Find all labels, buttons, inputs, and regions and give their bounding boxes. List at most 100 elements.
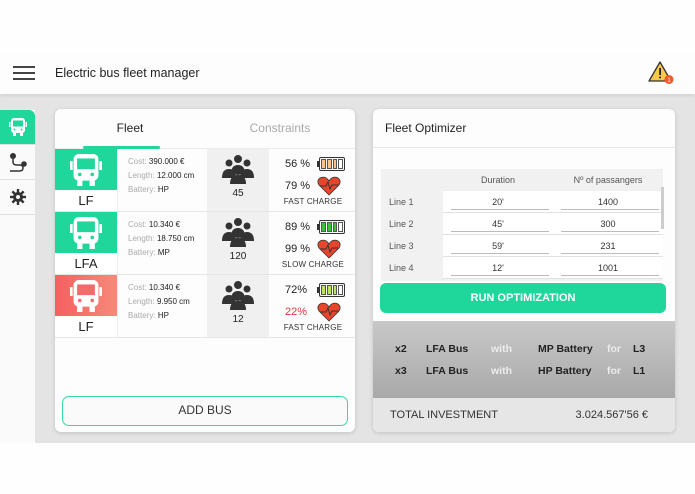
bus-passengers: 45 <box>207 149 269 211</box>
bus-stats: 56 % 79 % FAST CHARGE <box>269 149 355 211</box>
bus-row[interactable]: LF Cost: 390.000 € Length: 12.000 cm Bat… <box>55 149 355 212</box>
table-row: Line 1 20' 1400 <box>381 191 663 213</box>
table-row: Line 3 59' 231 <box>381 235 663 257</box>
bus-battery: HP <box>157 185 169 194</box>
bus-row[interactable]: LF Cost: 10.340 € Length: 9.950 cm Batte… <box>55 275 355 338</box>
passenger-count: 45 <box>232 188 244 199</box>
bus-icon <box>70 279 102 312</box>
duration-input[interactable]: 20' <box>443 191 553 212</box>
line-name: Line 1 <box>389 197 414 207</box>
tab-constraints[interactable]: Constraints <box>249 121 311 135</box>
column-passengers: Nº of passangers <box>573 175 643 185</box>
bus-stats: 72% 22% FAST CHARGE <box>269 275 355 337</box>
bus-icon <box>70 216 102 249</box>
optimizer-panel: Fleet Optimizer Duration Nº of passanger… <box>373 109 675 432</box>
bus-type-label: LF <box>55 316 117 337</box>
optimization-results: x2 LFA Bus with MP Battery for L3 x3 LFA… <box>373 321 675 398</box>
passengers-input[interactable]: 1400 <box>553 191 663 212</box>
bus-passengers: 12 <box>207 275 269 337</box>
bus-icon <box>8 118 27 136</box>
bus-length: 9.950 cm <box>156 297 190 306</box>
result-battery: MP Battery <box>538 343 593 355</box>
bus-icon <box>70 153 102 186</box>
passengers-input[interactable]: 300 <box>553 213 663 234</box>
health-percent: 22% <box>285 306 308 318</box>
health-icon <box>317 176 341 196</box>
route-icon <box>9 153 27 172</box>
passengers-input[interactable]: 231 <box>553 235 663 256</box>
total-value: 3.024.567'56 € <box>575 409 648 421</box>
fleet-panel: Fleet Constraints LF Cost: 390.000 € Len… <box>55 109 355 432</box>
passengers-icon <box>222 281 254 310</box>
alert-button[interactable]: 1 <box>648 60 676 86</box>
line-name: Line 3 <box>389 241 414 251</box>
run-optimization-button[interactable]: RUN OPTIMIZATION <box>380 283 666 313</box>
total-label: TOTAL INVESTMENT <box>390 409 498 421</box>
bus-battery: HP <box>157 311 169 320</box>
result-bus: LFA Bus <box>426 343 469 355</box>
add-bus-button[interactable]: ADD BUS <box>62 396 348 426</box>
bus-battery: MP <box>157 248 170 257</box>
line-name: Line 4 <box>389 263 414 273</box>
duration-input[interactable]: 45' <box>443 213 553 234</box>
sidebar <box>0 110 35 443</box>
charge-mode: SLOW CHARGE <box>281 260 345 269</box>
bus-type: LF <box>55 275 117 337</box>
table-row: Line 4 12' 1001 <box>381 257 663 279</box>
result-battery: HP Battery <box>538 365 592 377</box>
app-title: Electric bus fleet manager <box>55 66 200 80</box>
table-scrollbar[interactable] <box>661 187 664 229</box>
bus-cost: 10.340 € <box>148 283 181 292</box>
lines-table: Duration Nº of passangers Line 1 20' 140… <box>381 169 663 281</box>
passengers-icon <box>222 218 254 247</box>
result-row: x2 LFA Bus with MP Battery for L3 <box>373 338 675 360</box>
bus-row[interactable]: LFA Cost: 10.340 € Length: 18.750 cm Bat… <box>55 212 355 275</box>
battery-icon <box>317 283 345 297</box>
health-icon <box>317 239 341 259</box>
gear-icon <box>9 189 26 205</box>
bus-type-label: LFA <box>55 253 117 274</box>
passenger-count: 12 <box>232 314 244 325</box>
tab-indicator <box>83 146 160 149</box>
sidebar-item-routes[interactable] <box>0 145 35 180</box>
result-with: with <box>491 365 512 377</box>
charge-mode: FAST CHARGE <box>283 197 343 206</box>
optimizer-title: Fleet Optimizer <box>373 109 675 148</box>
result-qty: x2 <box>395 343 407 355</box>
bus-type-label: LF <box>55 190 117 211</box>
bus-info: Cost: 10.340 € Length: 18.750 cm Battery… <box>117 212 207 274</box>
bus-stats: 89 % 99 % SLOW CHARGE <box>269 212 355 274</box>
result-line: L1 <box>633 365 646 377</box>
table-header: Duration Nº of passangers <box>381 169 663 191</box>
health-icon <box>317 302 341 322</box>
health-percent: 79 % <box>285 180 311 192</box>
result-for: for <box>607 343 621 355</box>
sidebar-item-settings[interactable] <box>0 180 35 215</box>
column-duration: Duration <box>480 175 516 185</box>
bus-passengers: 120 <box>207 212 269 274</box>
bus-info: Cost: 10.340 € Length: 9.950 cm Battery:… <box>117 275 207 337</box>
result-row: x3 LFA Bus with HP Battery for L1 <box>373 360 675 382</box>
passengers-input[interactable]: 1001 <box>553 257 663 278</box>
table-row: Line 2 45' 300 <box>381 213 663 235</box>
result-line: L3 <box>633 343 646 355</box>
bus-length: 18.750 cm <box>156 234 195 243</box>
result-for: for <box>607 365 621 377</box>
charge-percent: 56 % <box>285 158 311 170</box>
duration-input[interactable]: 59' <box>443 235 553 256</box>
fleet-tabs: Fleet Constraints <box>55 109 355 149</box>
menu-icon[interactable] <box>13 66 35 80</box>
result-with: with <box>491 343 512 355</box>
duration-input[interactable]: 12' <box>443 257 553 278</box>
bus-type: LFA <box>55 212 117 274</box>
bus-cost: 10.340 € <box>148 220 181 229</box>
sidebar-item-fleet[interactable] <box>0 110 35 145</box>
alert-badge: 1 <box>667 78 671 84</box>
bus-cost: 390.000 € <box>148 157 185 166</box>
result-bus: LFA Bus <box>426 365 469 377</box>
battery-icon <box>317 157 345 171</box>
result-qty: x3 <box>395 365 407 377</box>
tab-fleet[interactable]: Fleet <box>116 121 144 135</box>
battery-icon <box>317 220 345 234</box>
top-bar: Electric bus fleet manager 1 <box>0 52 695 94</box>
